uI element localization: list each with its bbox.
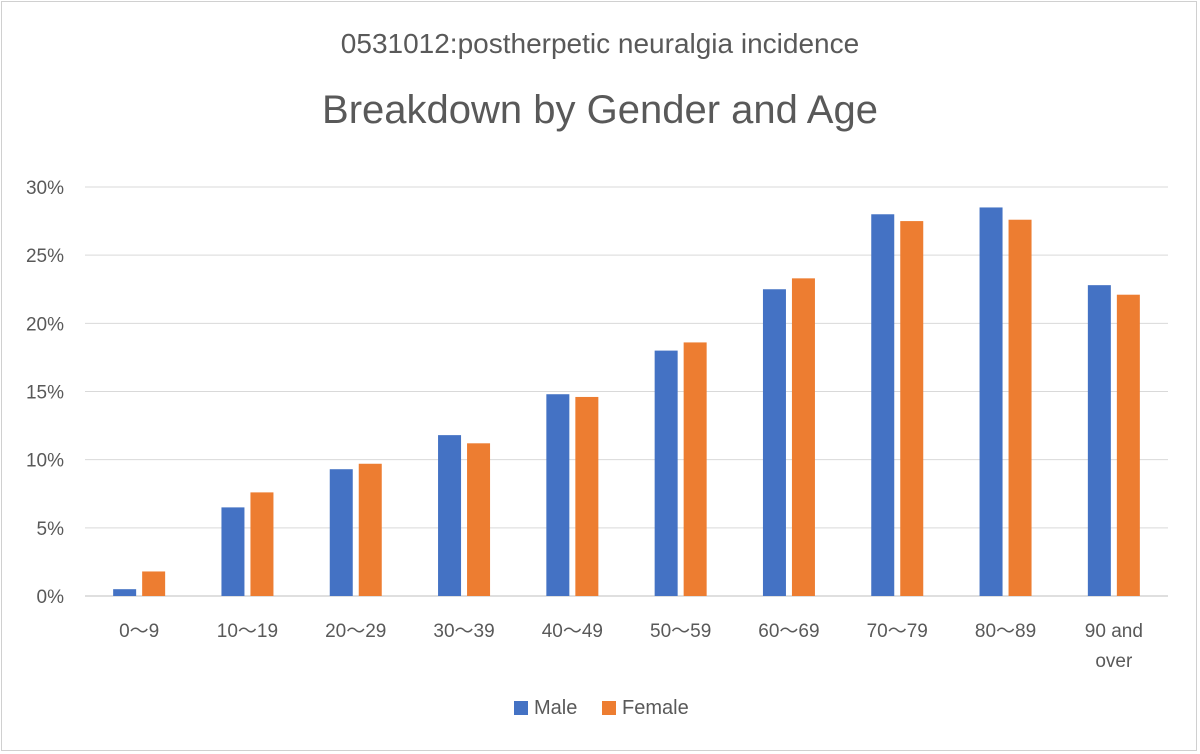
legend-swatch-female — [602, 701, 616, 715]
y-tick-label: 5% — [37, 519, 65, 540]
chart-subtitle: 0531012:postherpetic neuralgia incidence — [340, 28, 860, 59]
y-tick-label: 10% — [26, 451, 64, 472]
x-tick-label: 20～29 — [325, 621, 386, 642]
legend-label-male: Male — [534, 697, 577, 719]
bar-female — [1116, 294, 1140, 596]
y-tick-label: 20% — [26, 314, 64, 335]
y-tick-label: 30% — [26, 178, 64, 199]
x-tick-label: over — [1095, 651, 1133, 672]
x-tick-label: 10～19 — [217, 621, 278, 642]
bar-female — [683, 342, 707, 596]
x-tick-label: 50～59 — [650, 621, 711, 642]
x-tick-label: 70～79 — [867, 621, 928, 642]
bar-male — [546, 394, 570, 596]
y-tick-label: 15% — [26, 383, 64, 404]
x-tick-label: 30～39 — [433, 621, 494, 642]
bar-female — [900, 221, 924, 597]
bar-male — [762, 289, 786, 596]
bar-male — [979, 207, 1003, 596]
bar-male — [329, 469, 353, 596]
legend-label-female: Female — [622, 697, 689, 719]
x-tick-label: 0～9 — [119, 621, 159, 642]
bar-male — [1087, 285, 1111, 596]
bar-female — [250, 492, 274, 596]
bar-male — [221, 507, 245, 596]
bar-male — [113, 589, 137, 596]
chart-title: Breakdown by Gender and Age — [322, 88, 878, 132]
x-tick-label: 90 and — [1085, 621, 1143, 642]
bar-female — [575, 396, 599, 596]
y-tick-label: 0% — [37, 587, 65, 608]
bar-male — [871, 214, 895, 596]
x-tick-label: 80～89 — [975, 621, 1036, 642]
bar-female — [142, 571, 166, 596]
bar-female — [467, 443, 491, 596]
x-tick-label: 40～49 — [542, 621, 603, 642]
bar-female — [358, 463, 382, 596]
bar-female — [1008, 219, 1032, 596]
bar-male — [654, 350, 678, 596]
x-tick-label: 60～69 — [758, 621, 819, 642]
y-tick-label: 25% — [26, 246, 64, 267]
legend-swatch-male — [514, 701, 528, 715]
bar-female — [791, 278, 815, 596]
bar-male — [438, 435, 462, 596]
